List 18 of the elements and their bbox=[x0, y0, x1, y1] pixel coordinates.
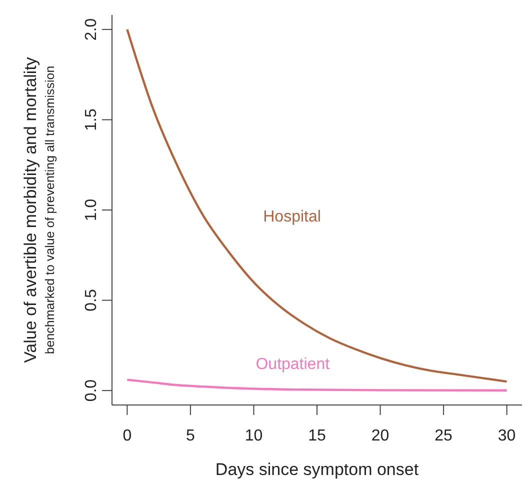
series-label: Outpatient bbox=[256, 356, 330, 373]
x-axis-title: Days since symptom onset bbox=[215, 460, 419, 479]
y-tick-label: 0.5 bbox=[83, 289, 100, 312]
line-series bbox=[126, 378, 508, 392]
text: Hospital bbox=[263, 208, 321, 226]
x-tick-label: 25 bbox=[434, 427, 453, 444]
x-tick-label: 30 bbox=[498, 427, 516, 444]
x-tick-label: 20 bbox=[371, 427, 390, 444]
line-series bbox=[126, 28, 508, 383]
y-tick-label: 1.0 bbox=[83, 198, 100, 222]
x-tick-label: 0 bbox=[122, 427, 132, 444]
y-axis-title: Value of avertible morbidity and mortality benchmarked to value of preventing all transmission bbox=[21, 56, 57, 363]
y-tick-label: 0.0 bbox=[83, 379, 100, 402]
y-tick-label: 2.0 bbox=[83, 18, 100, 41]
y-tick-label: 1.5 bbox=[83, 108, 100, 131]
x-tick-label: 10 bbox=[244, 427, 263, 444]
x-tick-label: 5 bbox=[186, 427, 196, 444]
x-tick-label: 15 bbox=[308, 427, 326, 444]
